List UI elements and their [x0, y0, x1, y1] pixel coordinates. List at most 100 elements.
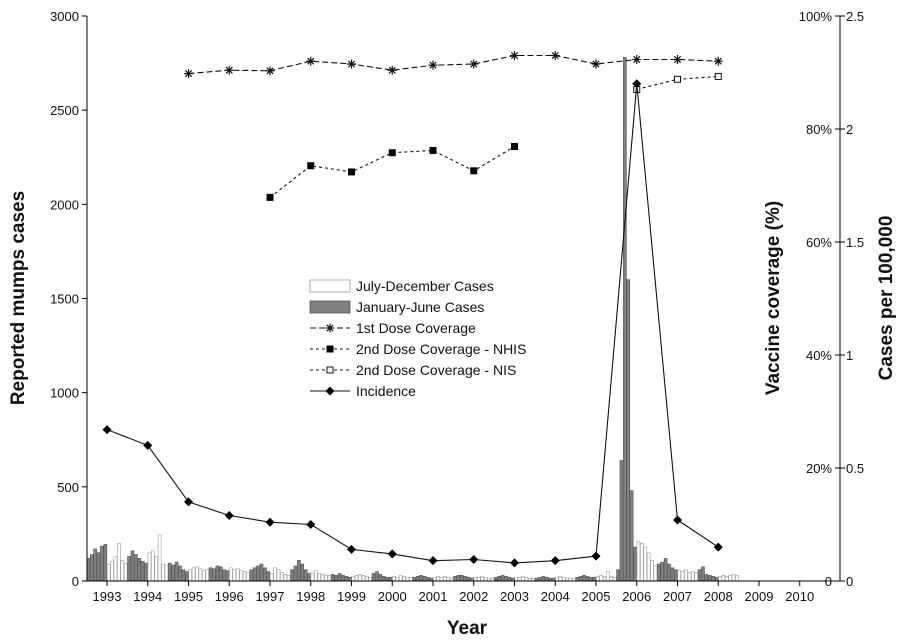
x-tick-label: 2003: [500, 589, 529, 604]
bar-july-december: [242, 571, 247, 582]
bar-january-june: [456, 575, 461, 582]
bar-january-june: [578, 575, 583, 582]
bar-january-june: [252, 567, 257, 582]
bar-january-june: [208, 567, 213, 582]
left-tick-label: 2000: [50, 197, 79, 212]
incidence-point-2006: [632, 79, 642, 89]
bar-july-december: [521, 575, 525, 582]
bar-january-june: [181, 569, 186, 582]
bar-january-june: [460, 575, 464, 582]
bar-january-june: [293, 565, 298, 582]
bar-january-june: [225, 570, 230, 582]
incidence-axis-title: Cases per 100,000: [876, 216, 897, 381]
bar-january-june: [144, 562, 148, 582]
legend-label: January-June Cases: [356, 299, 484, 315]
bar-july-december: [205, 569, 209, 582]
bar-january-june: [538, 576, 542, 582]
bar-january-june: [303, 569, 308, 582]
bar-july-december: [324, 575, 328, 582]
bar-january-june: [585, 575, 590, 582]
legend: July-December Cases January-June Cases 1st…: [309, 278, 526, 399]
bar-january-june: [168, 562, 172, 582]
bar-january-june: [589, 576, 593, 582]
incidence-point-1994: [143, 440, 153, 450]
x-tick-label: 2007: [663, 589, 692, 604]
x-tick-label: 2009: [745, 589, 774, 604]
first-dose-coverage-point-1996: [224, 65, 234, 75]
bar-july-december: [595, 575, 600, 582]
coverage-tick-label: 20%: [806, 461, 832, 476]
left-tick-label: 1500: [50, 292, 79, 307]
bar-july-december: [446, 576, 451, 582]
bar-january-june: [185, 571, 189, 582]
bar-january-june: [341, 575, 345, 582]
bar-january-june: [375, 571, 379, 582]
bar-january-june: [137, 558, 142, 582]
bar-january-june: [93, 548, 97, 582]
bar-january-june: [419, 575, 423, 582]
bar-january-june: [494, 576, 498, 582]
legend-label: 1st Dose Coverage: [356, 320, 476, 336]
bar-january-june: [626, 279, 631, 582]
bar-july-december: [317, 573, 322, 582]
first-dose-coverage-point-1995: [184, 69, 193, 79]
bar-july-december: [473, 576, 478, 582]
incidence-point-2003: [510, 558, 519, 568]
bar-january-june: [334, 575, 339, 582]
bar-july-december: [235, 568, 240, 582]
incidence-point-2004: [550, 556, 560, 566]
first-dose-coverage-line: [188, 54, 719, 75]
bar-july-december: [232, 569, 237, 582]
bar-july-december: [283, 574, 288, 582]
second-dose-nis-point-2007: [674, 75, 681, 83]
bar-july-december: [599, 575, 603, 582]
incidence-tick-label: 0: [846, 574, 853, 589]
bar-january-june: [130, 550, 135, 582]
legend-swatch-marker: [326, 366, 334, 374]
bar-january-june: [140, 560, 145, 582]
incidence-tick-label: 2: [846, 122, 853, 137]
incidence-point-2002: [469, 555, 479, 565]
x-tick-label: 2006: [622, 589, 651, 604]
bar-january-june: [178, 565, 182, 582]
bar-january-june: [507, 576, 512, 582]
bar-january-june: [582, 575, 586, 582]
first-dose-coverage-point-2008: [713, 56, 723, 66]
bar-january-june: [633, 546, 637, 582]
bar-july-december: [198, 568, 203, 582]
bar-january-june: [670, 567, 675, 582]
first-dose-coverage-point-1998: [306, 56, 316, 66]
bar-july-december: [650, 559, 654, 582]
bar-july-december: [123, 562, 128, 582]
bar-january-june: [263, 567, 267, 582]
bar-july-december: [405, 576, 410, 582]
bar-july-december: [191, 567, 196, 582]
bar-july-december: [436, 575, 440, 582]
bar-july-december: [612, 576, 617, 582]
bar-january-june: [96, 552, 101, 582]
bar-january-june: [663, 558, 668, 582]
x-tick-label: 1993: [93, 589, 122, 604]
bar-july-december: [239, 570, 243, 582]
bar-july-december: [477, 576, 481, 582]
x-tick-label: 2005: [582, 589, 611, 604]
incidence-point-2001: [428, 556, 438, 566]
x-tick-label: 2001: [419, 589, 448, 604]
bar-january-june: [504, 575, 508, 582]
bar-july-december: [555, 576, 559, 582]
legend-swatch-open-bar: [309, 279, 351, 293]
bar-july-december: [229, 567, 233, 582]
bar-july-december: [286, 575, 291, 582]
bar-july-december: [721, 575, 726, 582]
bar-january-june: [103, 543, 108, 582]
second-dose-nhis-point-1998: [307, 162, 315, 170]
bar-july-december: [480, 575, 485, 582]
bar-july-december: [110, 560, 114, 582]
legend-item: 1st Dose Coverage: [310, 320, 476, 336]
second-dose-nhis-point-2003: [511, 143, 518, 151]
second-dose-nhis-point-2001: [429, 146, 437, 154]
coverage-tick-label: 60%: [806, 235, 832, 250]
bar-july-december: [443, 575, 447, 582]
incidence-point-2008: [713, 542, 723, 552]
